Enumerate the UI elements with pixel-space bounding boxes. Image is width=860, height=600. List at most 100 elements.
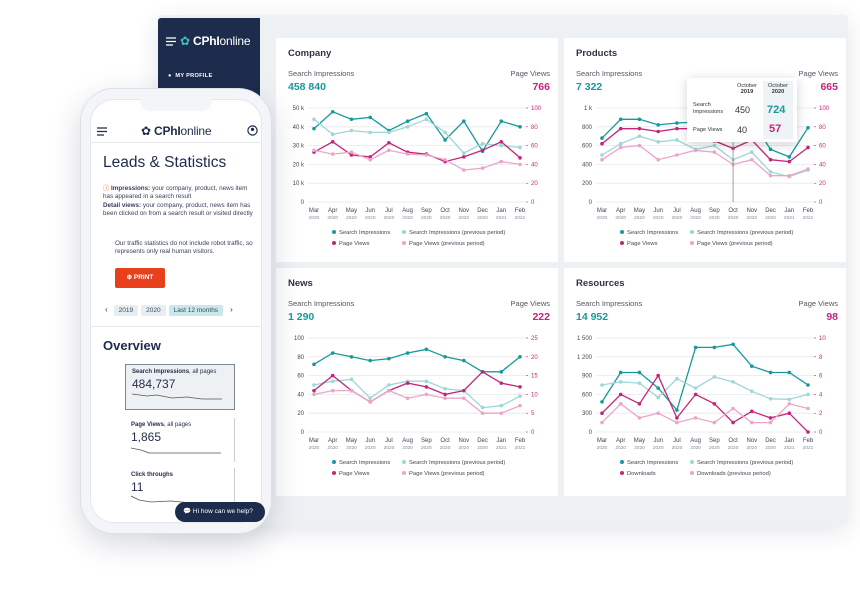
tooltip-value: 57: [769, 123, 782, 135]
data-point: [675, 420, 679, 425]
x-tick-year: 2021: [496, 445, 507, 451]
legend-label: Page Views: [339, 471, 370, 477]
y-tick-label: 900: [582, 374, 593, 380]
info-text: your company, product, news item has app…: [103, 185, 248, 201]
x-tick-year: 2020: [746, 445, 757, 451]
tooltip-row-label: Search Impressions: [693, 102, 724, 115]
x-tick-label: Sep: [421, 438, 432, 444]
tab[interactable]: 2020: [141, 305, 166, 316]
x-tick-label: Jul: [673, 208, 681, 214]
legend-swatch: [402, 471, 406, 475]
data-point: [312, 388, 316, 393]
y2-tick-label: 40: [819, 162, 826, 168]
x-tick-year: 2020: [709, 445, 720, 451]
logo[interactable]: ✿ CPhIonline: [141, 124, 212, 138]
data-point: [637, 126, 642, 131]
chat-button[interactable]: 💬 Hi how can we help?: [175, 502, 265, 522]
menu-item[interactable]: ● MY PROFILE: [168, 73, 213, 79]
data-point: [480, 411, 485, 415]
data-point: [405, 152, 410, 156]
print-button[interactable]: ⊕ PRINT: [115, 268, 165, 288]
logo[interactable]: ✿ CPhIonline: [180, 34, 251, 48]
profile-icon[interactable]: [247, 125, 258, 136]
data-point: [787, 159, 792, 164]
data-point: [656, 411, 660, 415]
x-tick-year: 2020: [458, 445, 469, 451]
x-tick-label: Nov: [458, 208, 469, 214]
data-point: [368, 396, 372, 400]
stat-card[interactable]: Search Impressions, all pages 484,737: [125, 364, 235, 410]
x-tick-label: Nov: [746, 438, 757, 444]
data-point: [387, 383, 391, 387]
card-value: 11: [131, 480, 144, 494]
data-point: [330, 152, 335, 156]
menu-icon[interactable]: [97, 127, 107, 136]
y-tick-label: 800: [582, 125, 593, 131]
data-point: [443, 392, 447, 397]
tab[interactable]: 2019: [113, 305, 139, 316]
x-tick-label: Sep: [709, 208, 720, 214]
series-line: [601, 402, 809, 424]
series-line: [313, 149, 521, 171]
data-point: [731, 406, 735, 411]
data-point: [731, 420, 735, 425]
y-tick-label: 30 k: [293, 144, 305, 150]
card-label: Page Views: [131, 422, 164, 428]
x-tick-year: 2020: [765, 215, 776, 221]
chart-panel: News Search Impressions Page Views 1 290 222…: [276, 268, 558, 496]
data-point: [349, 128, 354, 133]
legend-label: Search Impressions: [627, 230, 678, 236]
data-point: [480, 141, 485, 146]
x-tick-label: Feb: [803, 208, 814, 214]
menu-icon[interactable]: [166, 37, 176, 46]
left-axis-label: Search Impressions: [576, 299, 643, 308]
data-point: [600, 420, 604, 425]
x-tick-label: Aug: [402, 438, 413, 444]
button-label: PRINT: [133, 274, 154, 281]
data-point: [312, 117, 316, 122]
data-point: [349, 355, 354, 359]
data-point: [768, 157, 773, 162]
data-point: [600, 153, 604, 157]
x-tick-label: Apr: [616, 208, 625, 214]
tooltip-value: 450: [735, 105, 751, 115]
legend-swatch: [620, 241, 624, 245]
x-tick-label: Oct: [440, 208, 450, 214]
x-tick-year: 2020: [365, 445, 376, 451]
tab[interactable]: Last 12 months: [168, 305, 224, 316]
data-point: [405, 381, 410, 385]
data-point: [637, 134, 642, 138]
logo-brand: CPhI: [154, 124, 181, 138]
next-arrow[interactable]: ›: [230, 305, 233, 314]
y-tick-label: 0: [301, 200, 305, 206]
data-point: [693, 345, 698, 350]
menu-label: MY PROFILE: [175, 73, 213, 79]
x-tick-year: 2020: [440, 445, 451, 451]
logo-brand: CPhI: [193, 34, 220, 48]
data-point: [806, 167, 810, 171]
left-axis-label: Search Impressions: [576, 69, 643, 78]
chart-title: Products: [576, 48, 617, 59]
tooltip-row-label: Page Views: [693, 127, 723, 133]
data-point: [618, 117, 623, 122]
legend-label: Search Impressions: [339, 460, 390, 466]
legend-label: Page Views (previous period): [409, 241, 485, 247]
series-line: [313, 348, 521, 373]
x-tick-year: 2020: [653, 215, 664, 221]
x-tick-label: Dec: [477, 438, 488, 444]
chart-panel: Resources Search Impressions Page Views 14 …: [564, 268, 846, 496]
data-point: [675, 126, 679, 131]
info-term: Detail views:: [103, 201, 142, 209]
legend-label: Search Impressions (previous period): [697, 460, 793, 466]
series-line: [313, 118, 521, 154]
stat-card[interactable]: Page Views, all pages 1,865: [125, 418, 235, 462]
y-tick-label: 10 k: [293, 181, 305, 187]
data-point: [443, 355, 447, 359]
x-tick-label: Apr: [328, 438, 337, 444]
x-tick-label: Aug: [402, 208, 413, 214]
prev-arrow[interactable]: ‹: [105, 305, 108, 314]
x-tick-year: 2020: [346, 215, 357, 221]
x-tick-year: 2020: [634, 215, 645, 221]
divider: [91, 142, 261, 143]
info-block: ⓘ Impressions: your company, product, ne…: [103, 185, 253, 218]
